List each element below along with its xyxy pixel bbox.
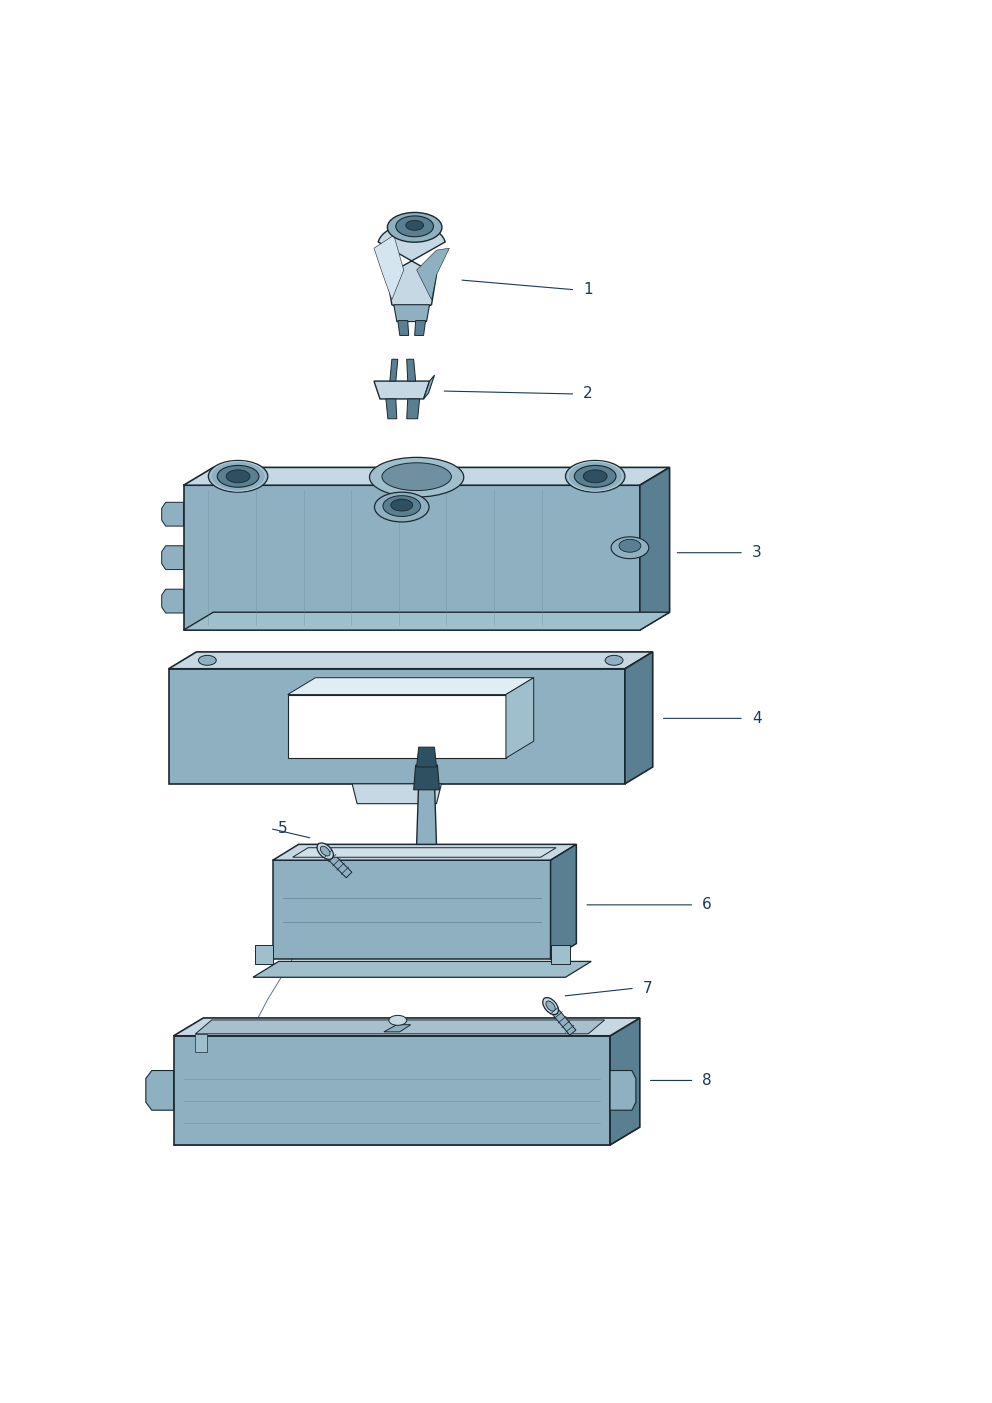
Polygon shape (551, 845, 576, 960)
Polygon shape (174, 1127, 640, 1145)
Polygon shape (424, 375, 434, 398)
Ellipse shape (574, 466, 616, 487)
Polygon shape (169, 652, 653, 669)
Polygon shape (174, 1035, 610, 1145)
Polygon shape (195, 1020, 604, 1034)
Ellipse shape (317, 843, 333, 859)
Ellipse shape (391, 499, 413, 511)
Ellipse shape (198, 655, 216, 665)
Polygon shape (146, 1070, 174, 1110)
Ellipse shape (565, 460, 625, 492)
Ellipse shape (396, 216, 434, 237)
Polygon shape (162, 589, 184, 613)
Polygon shape (253, 961, 591, 978)
Ellipse shape (583, 470, 607, 483)
Polygon shape (414, 765, 439, 790)
Ellipse shape (383, 495, 421, 516)
Polygon shape (394, 304, 430, 321)
Polygon shape (610, 1019, 640, 1145)
Polygon shape (407, 359, 416, 382)
Polygon shape (417, 748, 436, 767)
Polygon shape (625, 652, 653, 784)
Polygon shape (417, 783, 436, 845)
Polygon shape (548, 1003, 576, 1035)
Polygon shape (398, 320, 409, 335)
Ellipse shape (217, 466, 259, 487)
Polygon shape (162, 502, 184, 526)
Text: 5: 5 (278, 821, 288, 836)
Polygon shape (174, 1019, 640, 1035)
Polygon shape (407, 398, 420, 418)
Text: 3: 3 (752, 546, 762, 560)
Polygon shape (288, 678, 534, 694)
Ellipse shape (605, 655, 623, 665)
Polygon shape (386, 398, 397, 418)
Polygon shape (184, 485, 640, 630)
Ellipse shape (611, 537, 649, 558)
Text: 1: 1 (583, 282, 593, 297)
Ellipse shape (619, 539, 641, 553)
Ellipse shape (208, 460, 268, 492)
Polygon shape (319, 846, 352, 878)
Polygon shape (374, 382, 430, 398)
Ellipse shape (387, 212, 442, 243)
Polygon shape (293, 847, 557, 857)
Polygon shape (273, 845, 576, 860)
Polygon shape (415, 320, 426, 335)
Polygon shape (374, 236, 404, 300)
Text: 6: 6 (702, 898, 712, 912)
Ellipse shape (320, 846, 330, 856)
Ellipse shape (382, 463, 451, 491)
Polygon shape (384, 1024, 411, 1031)
Polygon shape (551, 944, 570, 964)
Text: 2: 2 (583, 386, 593, 401)
Ellipse shape (375, 492, 429, 522)
Polygon shape (184, 612, 670, 630)
Polygon shape (184, 467, 670, 485)
Polygon shape (273, 860, 551, 960)
Polygon shape (195, 1034, 207, 1052)
Ellipse shape (543, 998, 558, 1014)
Polygon shape (352, 784, 441, 804)
Text: 4: 4 (752, 711, 762, 725)
Ellipse shape (389, 1016, 407, 1026)
Polygon shape (162, 546, 184, 570)
Polygon shape (506, 678, 534, 758)
Polygon shape (417, 248, 449, 300)
Ellipse shape (406, 220, 424, 230)
Polygon shape (255, 944, 273, 964)
Polygon shape (288, 694, 506, 758)
Polygon shape (640, 467, 670, 630)
Polygon shape (610, 1070, 636, 1110)
Ellipse shape (226, 470, 250, 483)
Polygon shape (390, 359, 398, 382)
Text: 8: 8 (702, 1073, 712, 1087)
Ellipse shape (546, 1000, 556, 1012)
Text: 7: 7 (643, 981, 653, 996)
Polygon shape (169, 669, 625, 784)
Polygon shape (378, 224, 445, 314)
Ellipse shape (369, 457, 463, 497)
